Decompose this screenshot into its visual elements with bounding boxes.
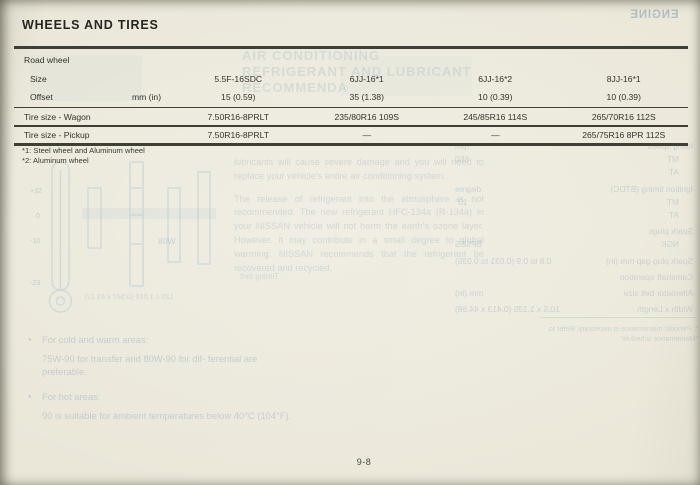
ghost-diagram-caption-mirrored: 125 x 1,010 (0.547 x 43.12) [84, 292, 174, 301]
table-cell: 8JJ-16*1 [606, 73, 641, 84]
table-rule [14, 124, 688, 127]
ghost-spec-row: Ignition timing (BTDC) degree [455, 183, 693, 196]
ghost-spec-row: Alternator belt size mm (in) [455, 287, 693, 300]
row-label: Tire size - Wagon [24, 111, 91, 122]
ghost-heading-line: REFRIGERANT AND LUBRICANT [242, 64, 472, 79]
ghost-spec-value: 10.5 x 1,135 (0.413 x 44.68) [455, 304, 560, 315]
ghost-spec-row: MT 10° [455, 196, 693, 209]
ghost-spec-row: Camshaft operation [455, 271, 693, 284]
ghost-spec-value: 650 [455, 154, 469, 165]
ghost-spec-value: BP5ES [455, 239, 483, 250]
table-row-tire-pickup: Tire size - Pickup 7.50R16-8PRLT — — 265… [14, 127, 688, 144]
ghost-engine-header: ENGINE [629, 9, 679, 21]
ghost-spec-label: Spark plug gap mm (in) [605, 255, 693, 266]
table-cell: 265/70R16 112S [591, 111, 656, 122]
table-row-road-wheel: Road wheel [14, 49, 688, 70]
ghost-spec-row: AT [455, 209, 693, 222]
ghost-spec-row: NGK BP5ES [455, 238, 693, 251]
table-cell: 235/80R16 109S [334, 111, 399, 122]
row-label: Tire size - Pickup [24, 129, 90, 140]
ghost-refrigerant-paragraphs: lubricants will cause severe damage and … [234, 156, 484, 284]
svg-text:+32: +32 [30, 188, 42, 195]
table-rule-bottom [14, 143, 688, 146]
table-rule-top [14, 46, 688, 49]
ghost-spec-value: 10° [455, 196, 468, 207]
table-cell: 265/75R16 8PR 112S [582, 129, 666, 140]
ghost-bullet-body: 90 is suitable for ambient temperatures … [42, 410, 292, 421]
svg-text:-10: -10 [30, 238, 40, 245]
table-cell: 6JJ-16*2 [478, 73, 513, 84]
ghost-paragraph: lubricants will cause severe damage and … [234, 157, 484, 181]
ghost-heading-line: RECOMMENDA [242, 80, 349, 95]
ghost-paragraph: The release of refrigerant into the atmo… [234, 193, 484, 273]
row-label: Size [30, 73, 47, 84]
ghost-spec-label: Camshaft operation [619, 271, 693, 282]
table-footnotes: *1: Steel wheel and Aluminum wheel *2: A… [22, 146, 145, 165]
row-label: Offset [30, 92, 53, 102]
table-cell: — [490, 129, 500, 140]
ghost-timing-belt-label-mirrored: Timing belt [240, 272, 279, 281]
ghost-spec-label: Alternator belt size [623, 288, 693, 299]
ghost-spec-row: MT 650 [455, 153, 693, 166]
ghost-oil-grade-label: 80W [158, 236, 176, 246]
table-cell: 5.5F-16SDC [214, 73, 263, 84]
ghost-spec-row: Spark plugs [455, 225, 693, 238]
table-row-offset: Offset mm (in) 15 (0.59) 35 (1.38) 10 (0… [14, 88, 688, 107]
ghost-spec-label: NGK [660, 239, 679, 250]
ghost-spec-value: degree [455, 183, 482, 194]
ghost-divider-line [540, 317, 696, 318]
ghost-spec-label: Ignition timing (BTDC) [610, 183, 693, 194]
ghost-spec-label: AT [668, 210, 679, 221]
ghost-viscosity-diagram: +32 0 -10 -23 [30, 161, 216, 313]
table-cell: 15 (0.59) [221, 92, 256, 102]
table-row-size: Size 5.5F-16SDC 6JJ-16*1 6JJ-16*2 8JJ-16… [14, 70, 688, 88]
ghost-spec-row: AT [455, 166, 693, 179]
ghost-section-headings: AIR CONDITIONING REFRIGERANT AND LUBRICA… [242, 48, 542, 96]
wheels-tires-table: Road wheel Size 5.5F-16SDC 6JJ-16*1 6JJ-… [14, 46, 688, 146]
table-cell: 35 (1.38) [349, 92, 384, 102]
ghost-bullet-heading: For cold and warm areas: [26, 333, 298, 347]
table-cell: 6JJ-16*1 [349, 73, 384, 84]
page-title: WHEELS AND TIRES [22, 18, 159, 33]
table-cell: — [362, 129, 372, 140]
svg-text:-23: -23 [30, 280, 40, 287]
ghost-spec-value: mm (in) [455, 288, 484, 299]
footnote-1: *1: Steel wheel and Aluminum wheel [22, 146, 145, 155]
page-number: 9-8 [356, 457, 372, 467]
ghost-spec-label: Width x Length [637, 304, 693, 315]
ghost-footnote-mirrored: *: Periodic maintenance is necessary. Re… [548, 324, 698, 343]
footnote-2: *2: Aluminum wheel [22, 155, 89, 165]
table-cell: 10 (0.39) [606, 92, 641, 102]
table-cell: 10 (0.39) [478, 92, 513, 102]
ghost-highlight-box [30, 55, 142, 101]
ghost-spec-row: Spark plug gap mm (in) 0.8 to 0.9 (0.031 … [455, 255, 693, 268]
ghost-heading-line: AIR CONDITIONING [242, 48, 381, 63]
ghost-spec-label: AT [668, 167, 679, 178]
table-cell: 7.50R16-8PRLT [207, 129, 269, 140]
table-cell: 7.50R16-8PRLT [207, 111, 269, 122]
ghost-spec-label: Spark plugs [648, 226, 693, 237]
ghost-spec-row: Width x Length 10.5 x 1,135 (0.413 x 44.6… [455, 303, 693, 316]
svg-text:0: 0 [36, 213, 40, 220]
ghost-highlight-box [340, 56, 472, 96]
ghost-oil-recommendation-list: For cold and warm areas: 75W-90 for tran… [26, 333, 298, 434]
ghost-bullet-heading: For hot areas: [26, 390, 298, 404]
table-row-tire-wagon: Tire size - Wagon 7.50R16-8PRLT 235/80R1… [14, 108, 688, 125]
ghost-spec-label: MT [666, 196, 679, 207]
ghost-engine-spec-list: Idling speed rpm MT 650 AT Ignition timing… [455, 140, 693, 316]
table-section-label: Road wheel [24, 55, 70, 65]
ghost-bullet-body: 75W-90 for transfer and 80W-90 for dif- … [42, 353, 258, 377]
ghost-spec-value: 0.8 to 0.9 (0.031 to 0.035) [455, 255, 552, 266]
table-cell: 245/85R16 114S [463, 111, 528, 122]
table-rule [14, 106, 688, 109]
ghost-spec-label: MT [666, 154, 679, 165]
row-unit: mm (in) [131, 92, 162, 102]
